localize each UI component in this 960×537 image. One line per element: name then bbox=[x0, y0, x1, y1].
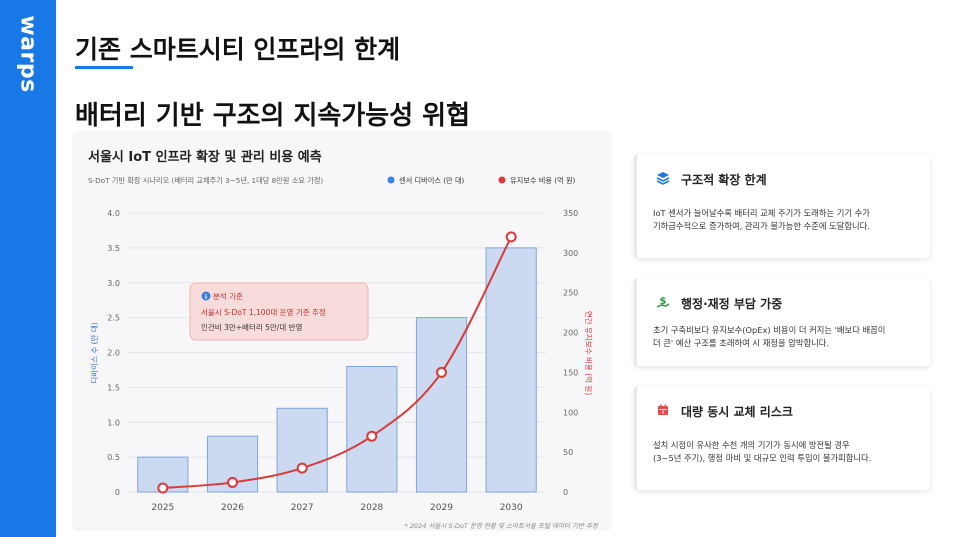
card-body: IoT 센서가 늘어날수록 배터리 교체 주기가 도래하는 기기 수가 기하급수… bbox=[653, 207, 918, 233]
left-tick-label: 3.5 bbox=[107, 244, 120, 253]
card-body-line: 설치 시점이 유사한 수천 개의 기기가 동시에 방전될 경우 bbox=[653, 440, 850, 450]
card-body-line: (3~5년 주기), 행정 마비 및 대규모 인력 투입이 불가피합니다. bbox=[653, 453, 872, 463]
x-tick-label: 2028 bbox=[360, 503, 383, 513]
card-title: 행정·재정 부담 가중 bbox=[681, 297, 783, 311]
grid-lines bbox=[128, 212, 546, 493]
bars bbox=[137, 247, 537, 493]
brand-logo: warps bbox=[15, 15, 41, 93]
left-tick-label: 4.0 bbox=[107, 209, 120, 218]
left-tick-label: 2.0 bbox=[107, 349, 120, 358]
cost-points bbox=[157, 231, 517, 494]
right-tick-label: 150 bbox=[563, 368, 578, 377]
x-tick-label: 2030 bbox=[500, 503, 523, 513]
bar-2029 bbox=[415, 317, 468, 493]
chart-panel: 서울시 IoT 인프라 확장 및 관리 비용 예측 S-DoT 기반 확장 시나… bbox=[72, 131, 612, 531]
left-tick-label: 3.0 bbox=[107, 279, 120, 288]
left-tick-label: 1.5 bbox=[107, 383, 120, 392]
card-body-line: 초기 구축비보다 유지보수(OpEx) 비용이 더 커지는 '배보다 배꼽이 bbox=[653, 325, 886, 335]
x-tick-label: 2027 bbox=[291, 503, 314, 513]
bar-2030 bbox=[485, 247, 537, 493]
legend-line-label: 유지보수 비용 (억 원) bbox=[510, 176, 576, 185]
info-icon bbox=[201, 291, 211, 301]
left-tick-label: 0 bbox=[115, 488, 120, 497]
right-tick-label: 50 bbox=[563, 448, 573, 457]
bar-2027 bbox=[276, 407, 328, 493]
right-tick-label: 200 bbox=[563, 329, 578, 338]
card-body-line: 기하급수적으로 증가하여, 관리가 불가능한 수준에 도달합니다. bbox=[653, 221, 870, 231]
card-structural-limit: 구조적 확장 한계 IoT 센서가 늘어날수록 배터리 교체 주기가 도래하는 … bbox=[634, 154, 930, 258]
cost-point-2029 bbox=[436, 366, 447, 378]
card-mass-replacement: 대량 동시 교체 리스크 설치 시점이 유사한 수천 개의 기기가 동시에 방전… bbox=[634, 386, 930, 490]
card-body: 초기 구축비보다 유지보수(OpEx) 비용이 더 커지는 '배보다 배꼽이 더… bbox=[653, 324, 918, 350]
right-tick-label: 0 bbox=[563, 488, 568, 497]
right-tick-label: 350 bbox=[563, 209, 578, 218]
chart-title: 서울시 IoT 인프라 확장 및 관리 비용 예측 bbox=[88, 149, 322, 165]
legend-bar-label: 센서 디바이스 (만 대) bbox=[399, 176, 465, 185]
bar-2026 bbox=[206, 435, 259, 493]
annotation-line1: 서울시 S-DoT 1,100대 운영 기준 추정 bbox=[201, 307, 326, 317]
info-icon-glyph: i bbox=[205, 293, 207, 301]
annotation-line2: 인건비 3만+배터리 5만/대 반영 bbox=[201, 322, 302, 332]
x-axis-ticks: 2025 2026 2027 2028 2029 2030 bbox=[151, 503, 523, 513]
card-body: 설치 시점이 유사한 수천 개의 기기가 동시에 방전될 경우 (3~5년 주기… bbox=[653, 439, 918, 465]
annotation-heading: 분석 기준 bbox=[213, 291, 243, 301]
right-axis-label: 연간 유지보수 비용 (억 원) bbox=[584, 311, 594, 395]
money-hand-icon: $ bbox=[656, 296, 670, 308]
card-title: 대량 동시 교체 리스크 bbox=[681, 405, 793, 419]
bar-2028 bbox=[346, 365, 398, 493]
chart-caption: S-DoT 기반 확장 시나리오 (배터리 교체주기 3~5년, 1대당 8만원… bbox=[88, 176, 323, 185]
layers-icon bbox=[656, 172, 670, 185]
cost-point-2030 bbox=[505, 231, 517, 243]
right-tick-label: 300 bbox=[563, 249, 578, 258]
right-tick-label: 100 bbox=[563, 408, 578, 417]
cost-point-2027 bbox=[296, 462, 308, 474]
title-underline bbox=[75, 66, 133, 69]
svg-text:$: $ bbox=[660, 296, 667, 307]
right-axis-ticks: 0 50 100 150 200 250 300 350 bbox=[563, 209, 578, 497]
chart: 서울시 IoT 인프라 확장 및 관리 비용 예측 S-DoT 기반 확장 시나… bbox=[88, 149, 599, 530]
left-tick-label: 0.5 bbox=[107, 453, 120, 462]
card-fiscal-burden: $ 행정·재정 부담 가중 초기 구축비보다 유지보수(OpEx) 비용이 더 … bbox=[634, 278, 930, 366]
card-body-line: 더 큰' 예산 구조를 초래하여 시 재정을 압박합니다. bbox=[653, 338, 830, 348]
legend-line-marker bbox=[498, 176, 506, 184]
page-title: 기존 스마트시티 인프라의 한계 bbox=[75, 35, 401, 64]
left-tick-label: 2.5 bbox=[107, 314, 120, 323]
annotation-box bbox=[189, 282, 369, 341]
x-tick-label: 2026 bbox=[221, 503, 244, 513]
left-tick-label: 1.0 bbox=[107, 418, 120, 427]
cost-point-2025 bbox=[157, 482, 169, 494]
chart-footnote: * 2024 서울시 S-DoT 운영 현황 및 스마트서울 포털 데이터 기반… bbox=[404, 522, 599, 530]
right-tick-label: 250 bbox=[563, 289, 578, 298]
cost-point-2026 bbox=[227, 476, 238, 488]
x-tick-label: 2029 bbox=[430, 503, 453, 513]
page-subtitle: 배터리 기반 구조의 지속가능성 위협 bbox=[75, 101, 471, 131]
side-brand-bar: warps bbox=[0, 0, 56, 537]
legend-bar-marker bbox=[387, 176, 395, 184]
card-body-line: IoT 센서가 늘어날수록 배터리 교체 주기가 도래하는 기기 수가 bbox=[653, 208, 870, 218]
card-title: 구조적 확장 한계 bbox=[681, 173, 767, 187]
x-tick-label: 2025 bbox=[151, 503, 174, 513]
calendar-alert-icon bbox=[658, 404, 668, 415]
left-axis-ticks: 0 0.5 1.0 1.5 2.0 2.5 3.0 3.5 4.0 bbox=[107, 209, 120, 497]
left-axis-label: 디바이스 수 (만 대) bbox=[89, 322, 99, 383]
cost-point-2028 bbox=[366, 430, 378, 442]
